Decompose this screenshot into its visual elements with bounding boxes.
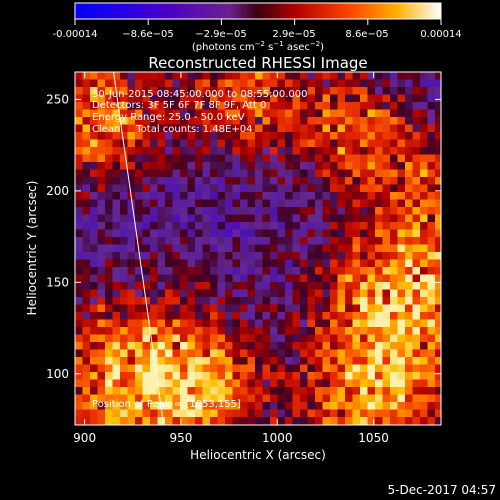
y-tick-label-1: 150 [46,275,69,289]
y-tick-label-2: 200 [46,184,69,198]
annotation-energy: Energy Range: 25.0 - 50.0 keV [92,112,245,123]
y-tick-label-3: 250 [46,92,69,106]
chart-title: Reconstructed RHESSI Image [148,54,367,72]
y-axis-ticks: 100 150 200 250 [46,92,441,381]
annotation-detectors: Detectors: 3F 5F 6F 7F 8F 9F, Att 0 [92,100,266,111]
x-tick-label-2: 1000 [262,431,293,445]
colorbar-tick-label-4: 8.6e−05 [345,29,388,40]
limb-line [113,72,165,425]
annotation-block: 30-Jun-2015 08:45:00.000 to 08:55:00.000… [92,89,308,135]
heatmap [75,72,441,425]
colorbar-tick-label-1: −8.6e−05 [122,29,174,40]
plot-frame [74,71,442,426]
y-axis-label: Heliocentric Y (arcsec) [25,181,39,316]
x-tick-label-0: 900 [73,431,96,445]
colorbar-tick-label-0: -0.00014 [53,29,98,40]
x-axis-ticks: 900 950 1000 1050 [73,72,389,445]
colorbar-tick-label-5: 0.00014 [420,29,461,40]
colorbar-tick-label-3: 2.9e−05 [272,29,315,40]
y-tick-label-0: 100 [46,367,69,381]
colorbar-unit-label: (photons cm−2 s−1 asec−2) [192,40,324,53]
x-tick-label-3: 1050 [358,431,389,445]
colorbar-ticks [74,19,442,25]
timestamp: 5-Dec-2017 04:57 [388,483,496,497]
x-axis-label: Heliocentric X (arcsec) [190,448,326,462]
annotation-clean: Clean Total counts: 1.48E+04 [92,124,252,135]
x-tick-label-1: 950 [169,431,192,445]
annotation-time: 30-Jun-2015 08:45:00.000 to 08:55:00.000 [92,89,308,100]
colorbar: -0.00014 −8.6e−05 −2.9e−05 2.9e−05 8.6e−… [53,2,462,53]
colorbar-gradient [74,2,442,20]
colorbar-tick-label-2: −2.9e−05 [195,29,247,40]
peak-label: Position of Peak = [1053,155] [92,399,241,410]
